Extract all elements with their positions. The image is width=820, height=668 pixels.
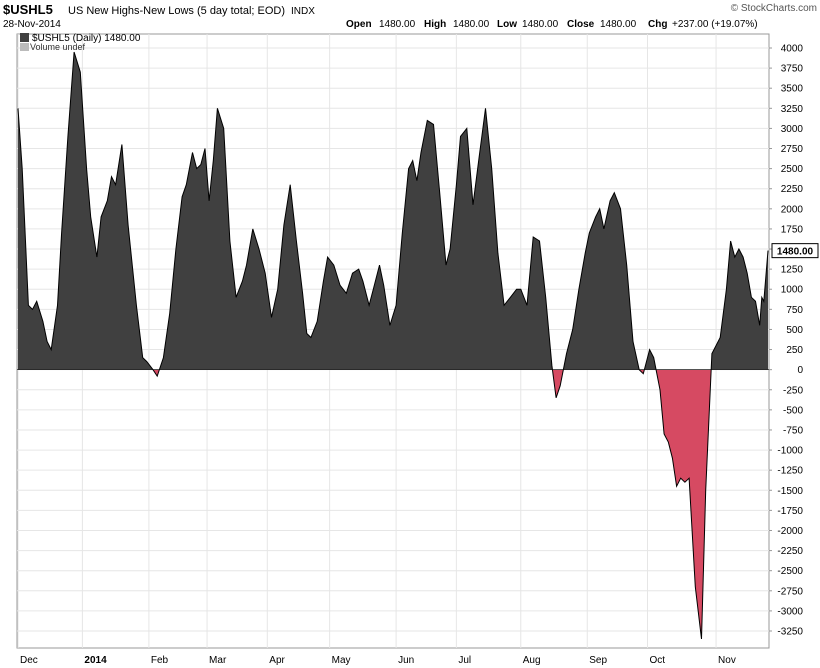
last-value-text: 1480.00: [777, 247, 814, 258]
positive-area: [18, 52, 153, 370]
legend-volume-label: Volume undef: [30, 42, 86, 52]
chg-label: Chg: [648, 19, 667, 30]
x-tick-label: Dec: [20, 655, 38, 666]
high-label: High: [424, 19, 446, 30]
high-value: 1480.00: [453, 19, 490, 30]
y-tick-label: 0: [797, 365, 803, 376]
chart-legend: $USHL5 (Daily) 1480.00 Volume undef: [20, 33, 141, 52]
ohlc-readout: Open 1480.00 High 1480.00 Low 1480.00 Cl…: [346, 19, 758, 30]
y-tick-label: 250: [786, 345, 803, 356]
y-tick-label: 2500: [781, 164, 804, 175]
symbol-title: $USHL5: [3, 2, 53, 17]
x-axis: Dec 2014 Feb Mar Apr May Jun Jul Aug Sep Oct Nov: [20, 655, 736, 666]
y-tick-label: -1750: [777, 506, 803, 517]
y-tick-label: 1750: [781, 224, 804, 235]
x-tick-label: Apr: [269, 655, 285, 666]
watermark: © StockCharts.com: [731, 3, 817, 14]
x-tick-label: Mar: [209, 655, 227, 666]
open-label: Open: [346, 19, 372, 30]
chart-description: US New Highs-New Lows (5 day total; EOD): [68, 5, 285, 17]
y-tick-label: -3000: [777, 606, 803, 617]
x-tick-label: Jun: [398, 655, 414, 666]
y-tick-label: 500: [786, 325, 803, 336]
y-tick-label: 3500: [781, 84, 804, 95]
y-tick-label: -2500: [777, 566, 803, 577]
y-tick-label: -2250: [777, 546, 803, 557]
y-tick-label: 3000: [781, 124, 804, 135]
negative-area: [656, 369, 712, 639]
positive-area: [563, 192, 640, 370]
x-tick-label: May: [332, 655, 351, 666]
y-tick-label: 1000: [781, 285, 804, 296]
last-value-box: [771, 243, 819, 259]
x-tick-label: 2014: [84, 655, 107, 666]
y-tick-label: -750: [783, 425, 803, 436]
y-tick-label: 3250: [781, 104, 804, 115]
chart-date: 28-Nov-2014: [3, 19, 61, 30]
y-tick-label: -1500: [777, 486, 803, 497]
y-tick-label: 2000: [781, 204, 804, 215]
x-tick-label: Sep: [589, 655, 607, 666]
y-tick-label: -2000: [777, 526, 803, 537]
y-tick-label: 3750: [781, 64, 804, 75]
x-tick-label: Nov: [718, 655, 736, 666]
legend-series-label: $USHL5 (Daily) 1480.00: [32, 33, 141, 44]
close-value: 1480.00: [600, 19, 637, 30]
x-tick-label: Jul: [458, 655, 471, 666]
x-tick-label: Oct: [650, 655, 666, 666]
y-axis: 4000375035003250300027502500225020001750…: [769, 44, 803, 638]
positive-area: [711, 241, 768, 370]
y-tick-label: 2750: [781, 144, 804, 155]
positive-area: [159, 108, 553, 370]
y-tick-label: 750: [786, 305, 803, 316]
x-tick-label: Aug: [523, 655, 541, 666]
y-tick-label: 2250: [781, 184, 804, 195]
y-tick-label: -1000: [777, 446, 803, 457]
exchange-label: INDX: [291, 6, 315, 17]
y-tick-label: -500: [783, 405, 803, 416]
chg-value: +237.00 (+19.07%): [672, 19, 758, 30]
y-tick-label: 1250: [781, 265, 804, 276]
volume-swatch: [20, 43, 29, 51]
y-tick-label: -2750: [777, 586, 803, 597]
y-tick-label: 4000: [781, 44, 804, 55]
low-label: Low: [497, 19, 517, 30]
y-tick-label: -250: [783, 385, 803, 396]
series-area: [17, 51, 769, 640]
x-tick-label: Feb: [151, 655, 169, 666]
last-value-tag: 1480.00: [771, 243, 819, 259]
low-value: 1480.00: [522, 19, 559, 30]
y-tick-label: -1250: [777, 466, 803, 477]
series-line: [17, 51, 769, 640]
positive-area: [644, 349, 657, 370]
legend-swatch: [20, 33, 29, 42]
y-tick-label: -3250: [777, 627, 803, 638]
close-label: Close: [567, 19, 595, 30]
open-value: 1480.00: [379, 19, 416, 30]
